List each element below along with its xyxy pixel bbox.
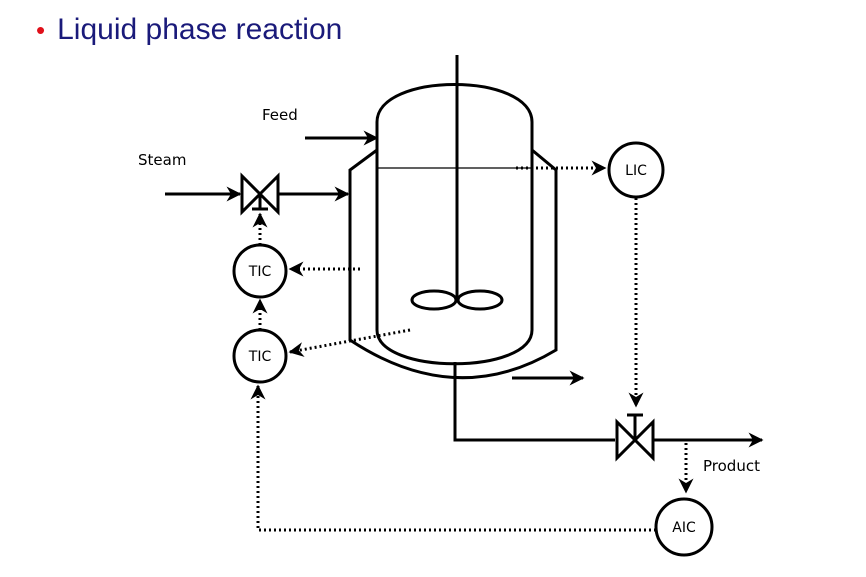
bullet-icon: •	[36, 15, 46, 45]
svg-text:LIC: LIC	[625, 163, 647, 179]
svg-text:TIC: TIC	[248, 264, 272, 280]
product-line	[453, 362, 615, 442]
slide-title: Liquid phase reaction	[57, 13, 343, 46]
lic-controller[interactable]: LIC	[607, 141, 665, 199]
svg-text:AIC: AIC	[672, 520, 696, 536]
tic-bottom-controller[interactable]: TIC	[232, 328, 288, 384]
product-label: Product	[703, 457, 760, 475]
tic-top-controller[interactable]: TIC	[232, 243, 288, 299]
product-control-valve[interactable]	[615, 413, 655, 462]
reactor-temp-signal	[288, 328, 411, 357]
impeller	[410, 289, 504, 311]
aic-controller[interactable]: AIC	[654, 497, 714, 557]
steam-label: Steam	[138, 151, 186, 169]
steam-control-valve[interactable]	[240, 172, 280, 216]
svg-text:TIC: TIC	[248, 349, 272, 365]
aic-feedback-signal	[250, 384, 656, 532]
feed-label: Feed	[262, 106, 298, 124]
slide-title-row: • Liquid phase reaction	[36, 10, 342, 50]
reactor-vessel	[375, 83, 534, 366]
